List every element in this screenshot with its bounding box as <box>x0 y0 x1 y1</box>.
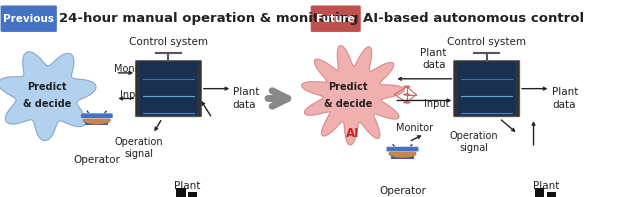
Bar <box>85 115 108 125</box>
Polygon shape <box>301 46 404 145</box>
Bar <box>535 188 544 197</box>
FancyBboxPatch shape <box>454 60 520 117</box>
Text: Plant: Plant <box>174 181 200 191</box>
Text: Previous: Previous <box>3 14 54 24</box>
Text: Operation
signal: Operation signal <box>450 131 499 153</box>
Text: 24-hour manual operation & monitoring: 24-hour manual operation & monitoring <box>59 12 359 25</box>
Text: & decide: & decide <box>22 99 71 109</box>
Text: Plant: Plant <box>533 181 559 191</box>
Text: Operator: Operator <box>73 155 120 165</box>
FancyBboxPatch shape <box>80 113 113 118</box>
Polygon shape <box>0 52 96 141</box>
FancyBboxPatch shape <box>310 5 361 33</box>
Bar <box>140 62 197 115</box>
Text: Predict: Predict <box>328 82 368 92</box>
Text: Monitor: Monitor <box>396 123 434 133</box>
Circle shape <box>403 85 411 88</box>
Circle shape <box>403 93 411 96</box>
Text: Operator: Operator <box>379 186 426 196</box>
Text: Control system: Control system <box>447 37 526 47</box>
FancyBboxPatch shape <box>386 147 419 152</box>
FancyBboxPatch shape <box>0 5 57 33</box>
Text: Future: Future <box>316 14 355 24</box>
Text: Plant
data: Plant data <box>552 87 578 110</box>
Bar <box>547 192 556 197</box>
Bar <box>188 192 197 197</box>
Circle shape <box>83 116 110 125</box>
Text: AI: AI <box>346 127 359 140</box>
Text: Operation
signal: Operation signal <box>114 137 163 159</box>
Text: Plant
data: Plant data <box>233 87 259 110</box>
Text: AI-based autonomous control: AI-based autonomous control <box>363 12 584 25</box>
Bar <box>391 149 414 159</box>
Bar <box>458 62 515 115</box>
Text: Plant
data: Plant data <box>421 48 447 70</box>
FancyBboxPatch shape <box>135 60 202 117</box>
Text: & decide: & decide <box>324 99 373 109</box>
Text: Monitor: Monitor <box>114 64 152 74</box>
Circle shape <box>389 149 416 158</box>
Text: Input: Input <box>424 99 449 109</box>
Text: Predict: Predict <box>27 82 67 92</box>
Circle shape <box>403 101 411 104</box>
Text: Control system: Control system <box>129 37 208 47</box>
Text: Input: Input <box>120 90 145 99</box>
Bar <box>176 188 185 197</box>
